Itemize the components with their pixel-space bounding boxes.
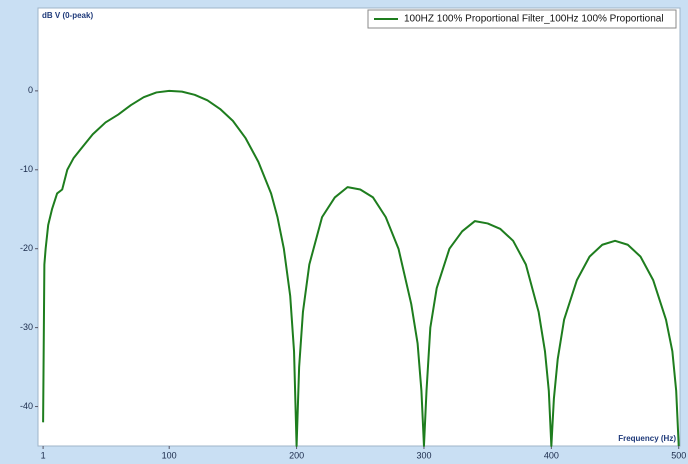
y-tick-label: -10 xyxy=(20,164,33,174)
x-tick-label: 500 xyxy=(671,450,686,460)
y-tick-label: -20 xyxy=(20,243,33,253)
x-tick-label: 100 xyxy=(162,450,177,460)
y-axis-title: dB V (0-peak) xyxy=(42,11,93,20)
x-tick-label: 200 xyxy=(289,450,304,460)
y-tick-label: -30 xyxy=(20,322,33,332)
series-line xyxy=(42,89,680,447)
x-axis-title: Frequency (Hz) xyxy=(618,434,676,443)
x-tick-label: 300 xyxy=(416,450,431,460)
x-tick-label: 1 xyxy=(41,450,46,460)
legend-label: 100HZ 100% Proportional Filter_100Hz 100… xyxy=(404,14,664,25)
legend-box xyxy=(367,9,677,29)
y-tick-label: 0 xyxy=(28,85,33,95)
y-tick-label: -40 xyxy=(20,401,33,411)
plot-area xyxy=(37,7,681,447)
x-tick-label: 400 xyxy=(544,450,559,460)
